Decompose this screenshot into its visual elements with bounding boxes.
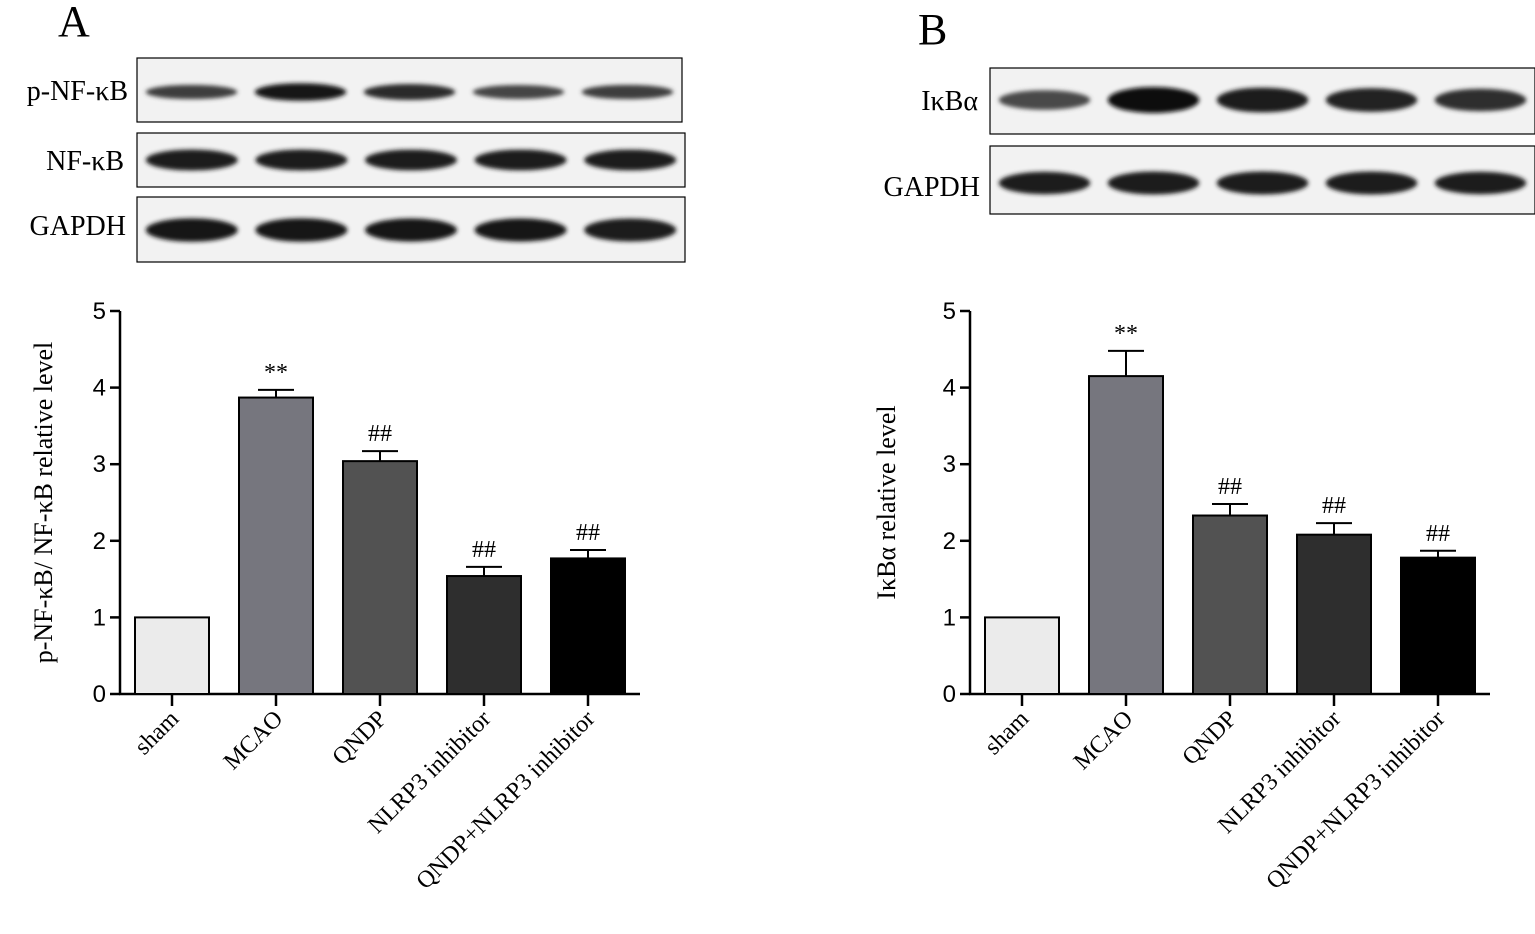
blot-band	[254, 83, 347, 101]
blot-label-gapdh: GAPDH	[884, 172, 980, 203]
bar	[984, 616, 1060, 696]
blot-bands	[998, 171, 1527, 195]
blot-band	[998, 171, 1091, 195]
blot-bands	[145, 83, 674, 101]
y-tick-label: 5	[943, 298, 956, 325]
blot-label-ikba: IκBα	[921, 86, 978, 117]
y-tick-label: 1	[93, 604, 106, 631]
blot-band	[1434, 88, 1527, 112]
bar	[238, 396, 314, 695]
bar	[342, 460, 418, 695]
y-tick-label: 2	[93, 528, 106, 555]
bar	[134, 616, 210, 696]
bar	[1296, 533, 1372, 695]
blot-band	[581, 84, 674, 100]
blot-row-nfkb: NF-κB	[46, 132, 686, 188]
blot-band	[1216, 171, 1309, 195]
blot-band	[145, 149, 238, 171]
x-tick-label: QNDP	[1178, 706, 1243, 771]
panel-b-letter: B	[918, 5, 947, 54]
blot-row-gapdh: GAPDH	[30, 196, 686, 263]
blot-label-nfkb: NF-κB	[46, 146, 124, 177]
blot-band	[998, 90, 1091, 110]
western-blot-a: p-NF-κB NF-κB GAPDH	[27, 57, 686, 263]
x-tick-label: QNDP+NLRP3 inhibitor	[412, 706, 601, 895]
y-tick-label: 3	[943, 451, 956, 478]
blot-bands	[998, 87, 1527, 113]
y-tick-label: 3	[93, 451, 106, 478]
blot-row-ikba: IκBα	[921, 67, 1535, 135]
blot-band	[1325, 88, 1418, 112]
x-tick-label: QNDP+NLRP3 inhibitor	[1262, 706, 1451, 895]
bar	[1088, 375, 1164, 695]
panel-a: A p-NF-κB NF-κB GAPDH 0 1 2 3 4 5 p-NF-κB/ NF-…	[27, 0, 686, 895]
panel-b: B IκBα GAPDH 0 1 2 3 4 5 IκBα relative level sh…	[872, 5, 1535, 895]
bar-chart-a: 0 1 2 3 4 5 p-NF-κB/ NF-κB relative level sham *…	[29, 298, 640, 895]
x-tick-label: MCAO	[219, 706, 288, 775]
y-tick-label: 2	[943, 528, 956, 555]
y-tick-label: 0	[93, 681, 106, 708]
significance-label: ##	[576, 520, 600, 546]
y-tick-label: 1	[943, 604, 956, 631]
significance-label: ##	[1218, 474, 1242, 500]
blot-band	[584, 218, 677, 242]
bar	[550, 557, 626, 696]
blot-band	[1107, 87, 1200, 113]
blot-band	[1434, 171, 1527, 195]
bar-chart-b: 0 1 2 3 4 5 IκBα relative level sham ** MCAO ## QND…	[872, 298, 1490, 895]
significance-label: ##	[1322, 493, 1346, 519]
significance-label: **	[264, 360, 288, 386]
y-axis-label: p-NF-κB/ NF-κB relative level	[29, 342, 58, 664]
bar	[446, 575, 522, 696]
y-tick-label: 4	[943, 375, 956, 402]
blot-band	[364, 149, 458, 171]
x-tick-label: sham	[130, 706, 184, 760]
blot-band	[584, 149, 677, 171]
panel-a-letter: A	[58, 0, 90, 46]
blot-band	[145, 84, 238, 100]
blot-bands	[145, 218, 677, 242]
x-tick-label: sham	[980, 706, 1034, 760]
y-axis-label: IκBα relative level	[872, 405, 901, 599]
significance-label: ##	[472, 537, 496, 563]
significance-label: ##	[1426, 521, 1450, 547]
bar	[1192, 514, 1268, 695]
blot-band	[1325, 171, 1418, 195]
blot-bands	[145, 149, 677, 171]
blot-band	[363, 84, 456, 100]
blot-row-p-nfkb: p-NF-κB	[27, 57, 683, 123]
blot-label-p-nfkb: p-NF-κB	[27, 76, 128, 107]
blot-band	[364, 218, 458, 242]
y-tick-label: 0	[943, 681, 956, 708]
x-tick-label: QNDP	[328, 706, 393, 771]
blot-band	[145, 218, 238, 242]
x-tick-label: MCAO	[1069, 706, 1138, 775]
blot-band	[1107, 171, 1200, 195]
blot-band	[472, 85, 565, 99]
blot-band	[474, 149, 567, 171]
y-tick-label: 4	[93, 375, 106, 402]
blot-band	[1216, 87, 1309, 113]
blot-band	[474, 218, 567, 242]
bar	[1400, 556, 1476, 695]
blot-band	[255, 149, 348, 171]
y-tick-label: 5	[93, 298, 106, 325]
blot-row-gapdh: GAPDH	[884, 145, 1535, 215]
blot-band	[255, 218, 348, 242]
significance-label: **	[1114, 321, 1138, 347]
western-blot-b: IκBα GAPDH	[884, 67, 1535, 215]
blot-label-gapdh: GAPDH	[30, 211, 126, 242]
significance-label: ##	[368, 421, 392, 447]
